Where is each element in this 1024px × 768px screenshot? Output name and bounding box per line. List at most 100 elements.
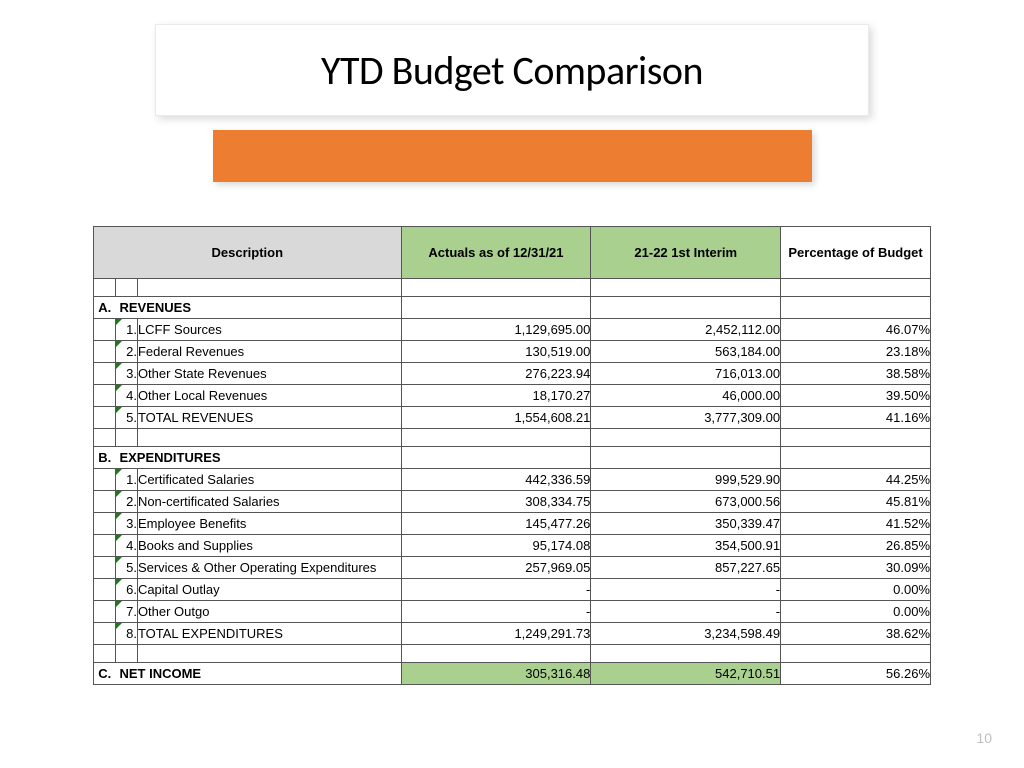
row-interim: 999,529.90 (591, 469, 781, 491)
row-label: Capital Outlay (137, 579, 401, 601)
data-row: 3.Employee Benefits145,477.26350,339.474… (94, 513, 931, 535)
row-label: Employee Benefits (137, 513, 401, 535)
row-number: 3. (115, 513, 137, 535)
row-percentage: 0.00% (781, 601, 931, 623)
header-description: Description (94, 227, 402, 279)
section-row: B.EXPENDITURES (94, 447, 931, 469)
row-number: 1. (115, 319, 137, 341)
section-letter: A. (94, 297, 116, 319)
data-row: 8.TOTAL EXPENDITURES1,249,291.733,234,59… (94, 623, 931, 645)
row-actuals: - (401, 579, 591, 601)
row-actuals: 442,336.59 (401, 469, 591, 491)
row-interim: 46,000.00 (591, 385, 781, 407)
data-row: 3.Other State Revenues276,223.94716,013.… (94, 363, 931, 385)
data-row: 2.Federal Revenues130,519.00563,184.0023… (94, 341, 931, 363)
row-percentage: 45.81% (781, 491, 931, 513)
net-income-actuals: 305,316.48 (401, 663, 591, 685)
row-percentage: 0.00% (781, 579, 931, 601)
row-percentage: 46.07% (781, 319, 931, 341)
page-number: 10 (976, 730, 992, 746)
row-number: 1. (115, 469, 137, 491)
row-label: Certificated Salaries (137, 469, 401, 491)
row-number: 3. (115, 363, 137, 385)
net-income-label: NET INCOME (115, 663, 401, 685)
row-percentage: 38.62% (781, 623, 931, 645)
row-actuals: 1,129,695.00 (401, 319, 591, 341)
section-label: REVENUES (115, 297, 401, 319)
section-row: A.REVENUES (94, 297, 931, 319)
data-row: 5.TOTAL REVENUES1,554,608.213,777,309.00… (94, 407, 931, 429)
row-label: Other Outgo (137, 601, 401, 623)
data-row: 4.Books and Supplies95,174.08354,500.912… (94, 535, 931, 557)
data-row: 4.Other Local Revenues18,170.2746,000.00… (94, 385, 931, 407)
net-income-letter: C. (94, 663, 116, 685)
data-row: 5.Services & Other Operating Expenditure… (94, 557, 931, 579)
row-interim: 857,227.65 (591, 557, 781, 579)
data-row: 6.Capital Outlay--0.00% (94, 579, 931, 601)
row-label: TOTAL EXPENDITURES (137, 623, 401, 645)
row-percentage: 30.09% (781, 557, 931, 579)
row-percentage: 44.25% (781, 469, 931, 491)
row-label: Non-certificated Salaries (137, 491, 401, 513)
row-interim: 354,500.91 (591, 535, 781, 557)
section-label: EXPENDITURES (115, 447, 401, 469)
row-actuals: 1,554,608.21 (401, 407, 591, 429)
row-actuals: 130,519.00 (401, 341, 591, 363)
net-income-row: C.NET INCOME305,316.48542,710.5156.26% (94, 663, 931, 685)
row-label: Books and Supplies (137, 535, 401, 557)
data-row: 2.Non-certificated Salaries308,334.75673… (94, 491, 931, 513)
budget-table: Description Actuals as of 12/31/21 21-22… (93, 226, 931, 685)
row-number: 2. (115, 341, 137, 363)
header-actuals: Actuals as of 12/31/21 (401, 227, 591, 279)
net-income-percentage: 56.26% (781, 663, 931, 685)
row-actuals: 276,223.94 (401, 363, 591, 385)
row-actuals: 145,477.26 (401, 513, 591, 535)
spacer-row (94, 279, 931, 297)
row-number: 7. (115, 601, 137, 623)
slide-title: YTD Budget Comparison (321, 46, 703, 95)
row-label: Other Local Revenues (137, 385, 401, 407)
header-interim: 21-22 1st Interim (591, 227, 781, 279)
row-number: 5. (115, 557, 137, 579)
row-actuals: 1,249,291.73 (401, 623, 591, 645)
row-percentage: 38.58% (781, 363, 931, 385)
row-label: TOTAL REVENUES (137, 407, 401, 429)
row-interim: 2,452,112.00 (591, 319, 781, 341)
row-label: LCFF Sources (137, 319, 401, 341)
row-interim: 3,777,309.00 (591, 407, 781, 429)
row-label: Federal Revenues (137, 341, 401, 363)
row-actuals: 18,170.27 (401, 385, 591, 407)
row-actuals: 95,174.08 (401, 535, 591, 557)
row-number: 6. (115, 579, 137, 601)
row-label: Services & Other Operating Expenditures (137, 557, 401, 579)
row-percentage: 23.18% (781, 341, 931, 363)
row-interim: 716,013.00 (591, 363, 781, 385)
row-percentage: 39.50% (781, 385, 931, 407)
row-interim: 350,339.47 (591, 513, 781, 535)
row-number: 4. (115, 535, 137, 557)
row-number: 4. (115, 385, 137, 407)
data-row: 1.Certificated Salaries442,336.59999,529… (94, 469, 931, 491)
row-actuals: - (401, 601, 591, 623)
accent-bar (213, 130, 812, 182)
row-interim: - (591, 601, 781, 623)
row-interim: 563,184.00 (591, 341, 781, 363)
net-income-interim: 542,710.51 (591, 663, 781, 685)
row-interim: - (591, 579, 781, 601)
row-percentage: 26.85% (781, 535, 931, 557)
section-letter: B. (94, 447, 116, 469)
header-percentage: Percentage of Budget (781, 227, 931, 279)
row-percentage: 41.52% (781, 513, 931, 535)
row-label: Other State Revenues (137, 363, 401, 385)
title-box: YTD Budget Comparison (155, 24, 869, 116)
table-header-row: Description Actuals as of 12/31/21 21-22… (94, 227, 931, 279)
data-row: 7.Other Outgo--0.00% (94, 601, 931, 623)
data-row: 1.LCFF Sources1,129,695.002,452,112.0046… (94, 319, 931, 341)
spacer-row (94, 645, 931, 663)
row-percentage: 41.16% (781, 407, 931, 429)
title-area: YTD Budget Comparison (155, 24, 869, 116)
row-interim: 3,234,598.49 (591, 623, 781, 645)
row-number: 2. (115, 491, 137, 513)
spacer-row (94, 429, 931, 447)
row-number: 5. (115, 407, 137, 429)
